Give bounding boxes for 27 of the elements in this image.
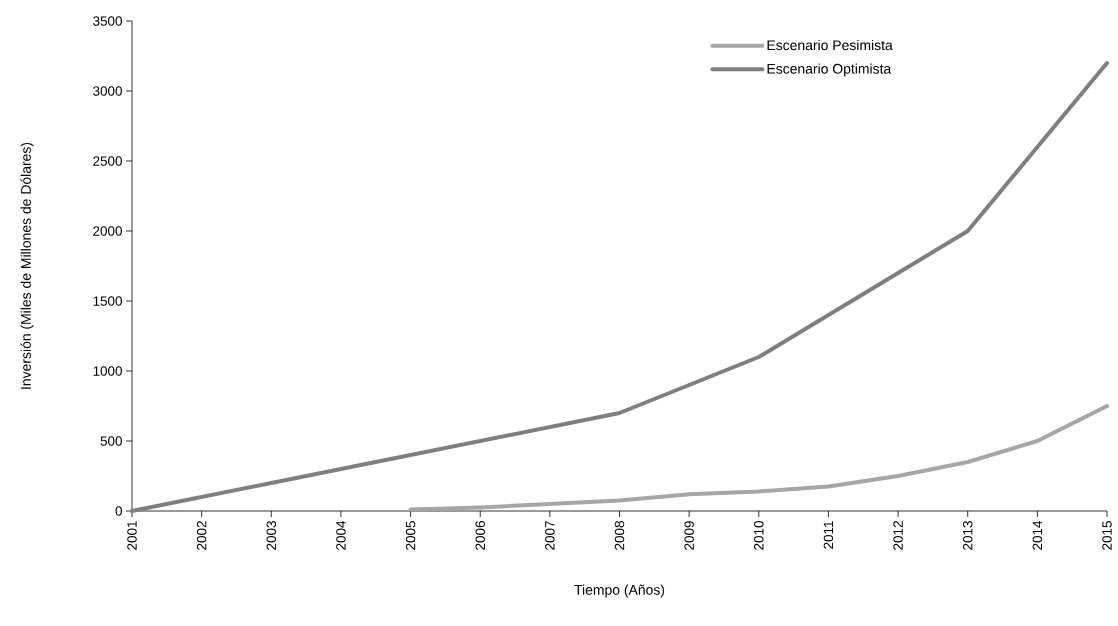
x-axis-title: Tiempo (Años) [574,584,665,598]
x-tick-label: 2003 [266,521,277,550]
legend-label: Escenario Pesimista [767,39,893,51]
y-tick-label: 500 [100,436,122,446]
y-axis-title: Inversión (Miles de Millones de Dólares) [20,142,34,389]
x-tick-label: 2015 [1102,521,1112,550]
x-tick-label: 2014 [1032,520,1043,550]
x-tick-label: 2010 [754,521,764,550]
y-tick-label: 2000 [93,226,122,236]
x-tick-label: 2007 [545,521,555,550]
x-tick-label: 2013 [962,521,973,550]
x-tick-label: 2008 [614,521,625,550]
y-tick-label: 0 [115,506,122,516]
y-tick-label: 3000 [93,86,122,96]
y-tick-label: 1000 [93,366,122,376]
y-tick-label: 1500 [93,296,122,306]
legend-label: Escenario Optimista [767,63,892,77]
x-tick-label: 2002 [196,521,207,550]
x-tick-label: 2012 [893,521,903,550]
y-tick-label: 2500 [93,156,122,166]
x-tick-label: 2009 [684,521,694,550]
x-tick-label: 2001 [127,521,137,550]
y-tick-label: 3500 [93,16,122,26]
x-tick-label: 2004 [336,520,346,550]
x-tick-label: 2011 [823,521,834,549]
x-tick-label: 2005 [405,521,416,550]
x-tick-label: 2006 [475,521,485,550]
